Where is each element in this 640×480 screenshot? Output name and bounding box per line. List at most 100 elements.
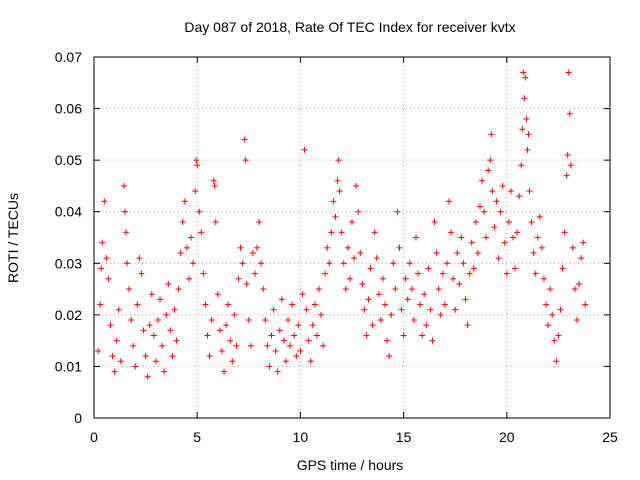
data-point [452,306,459,313]
data-point [278,296,285,303]
data-point [543,301,550,308]
data-point [109,353,116,360]
data-point [332,213,339,220]
data-point [443,260,450,267]
data-point [315,286,322,293]
y-tick-label: 0.03 [55,255,82,271]
x-tick-label: 15 [396,429,412,445]
data-point [357,249,364,256]
data-point [322,270,329,277]
data-point [446,198,453,205]
data-point [313,332,320,339]
data-point [499,182,506,189]
data-point [107,322,114,329]
data-point [268,332,275,339]
data-point [549,311,556,318]
data-point [245,317,252,324]
data-point [390,260,397,267]
data-point [193,157,200,164]
data-point [291,332,298,339]
data-point [398,306,405,313]
data-point [379,275,386,282]
data-point [514,229,521,236]
data-point [218,347,225,354]
data-point [410,317,417,324]
data-point [334,177,341,184]
data-point [532,270,539,277]
data-point [212,219,219,226]
data-point [142,353,149,360]
data-point [425,265,432,272]
data-point [474,249,481,256]
data-point [523,115,530,122]
data-point [563,172,570,179]
y-tick-label: 0.05 [55,152,82,168]
data-point [165,280,172,287]
data-point [433,249,440,256]
data-point [540,275,547,282]
data-point [148,291,155,298]
data-point [415,270,422,277]
data-point [200,270,207,277]
data-point [146,322,153,329]
data-point [221,368,228,375]
data-point [190,260,197,267]
data-point [120,182,127,189]
data-point [359,280,366,287]
data-point [518,162,525,169]
data-point [126,286,133,293]
data-point [256,219,263,226]
data-point [251,270,258,277]
data-point [121,208,128,215]
data-point [192,188,199,195]
data-point [344,244,351,251]
data-point [571,286,578,293]
data-point [384,337,391,344]
x-tick-label: 0 [90,429,98,445]
data-point [501,239,508,246]
y-tick-label: 0.06 [55,101,82,117]
data-point [476,203,483,210]
data-point [351,255,358,262]
data-point [495,255,502,262]
data-point [254,244,261,251]
data-point [493,198,500,205]
data-point [297,347,304,354]
data-point [144,373,151,380]
data-point [466,270,473,277]
data-point [481,208,488,215]
data-point [507,188,514,195]
data-point [159,342,166,349]
data-point [188,234,195,241]
data-point [239,260,246,267]
data-point [458,234,465,241]
data-point [363,332,370,339]
data-point [566,110,573,117]
data-point [392,286,399,293]
data-point [307,358,314,365]
data-point [183,244,190,251]
data-point [324,244,331,251]
data-point [242,157,249,164]
data-point [388,311,395,318]
data-point [214,291,221,298]
data-point [206,353,213,360]
data-point [233,342,240,349]
data-point [211,182,218,189]
x-tick-label: 25 [602,429,618,445]
data-point [287,342,294,349]
data-point [538,244,545,251]
data-point [439,270,446,277]
x-tick-label: 10 [293,429,309,445]
data-point [417,301,424,308]
data-point [400,332,407,339]
data-point [408,286,415,293]
data-point [99,239,106,246]
data-point [483,234,490,241]
data-point [512,265,519,272]
data-point [462,296,469,303]
data-point [404,296,411,303]
data-point [241,136,248,143]
data-point [157,296,164,303]
